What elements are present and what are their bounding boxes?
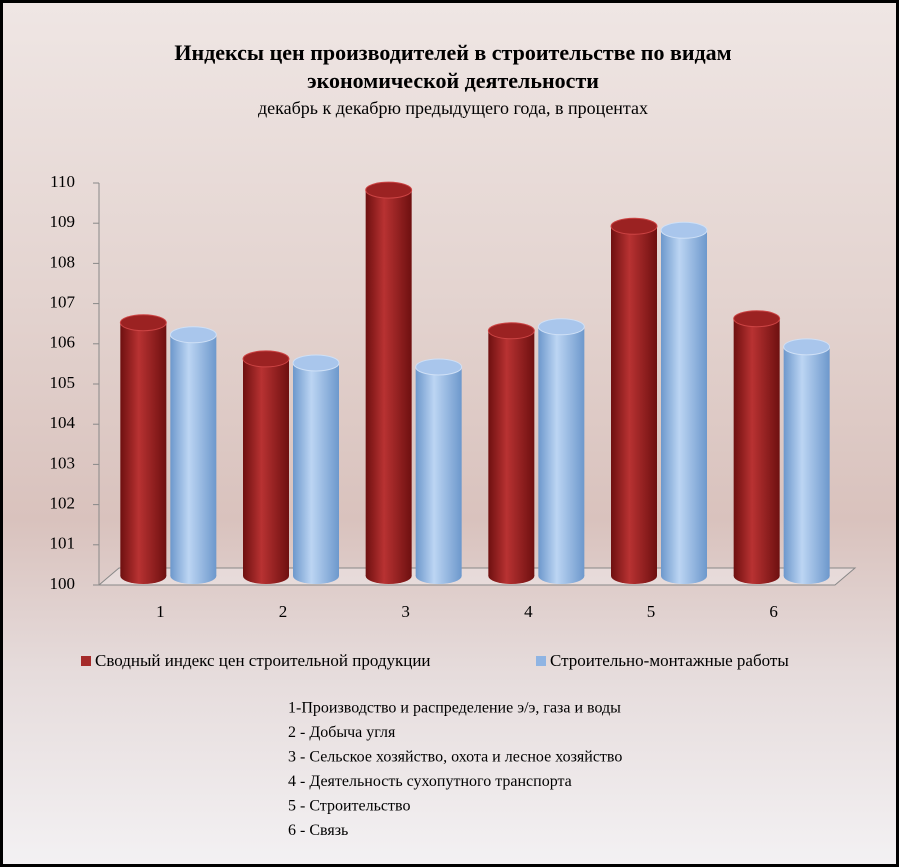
bar bbox=[734, 311, 780, 584]
bar-top bbox=[416, 359, 462, 375]
bar-top bbox=[661, 222, 707, 238]
bar-top bbox=[243, 351, 289, 367]
bar-top bbox=[293, 355, 339, 371]
bar bbox=[611, 218, 657, 584]
bar-top bbox=[120, 315, 166, 331]
x-tick-label: 1 bbox=[156, 602, 165, 621]
chart-subtitle: декабрь к декабрю предыдущего года, в пр… bbox=[103, 98, 803, 119]
note: 6 - Связь bbox=[288, 822, 348, 839]
bar-body bbox=[120, 323, 166, 576]
y-tick-label: 106 bbox=[50, 333, 76, 352]
bar-body bbox=[611, 226, 657, 576]
bar-body bbox=[293, 363, 339, 576]
bar-body bbox=[170, 335, 216, 576]
chart-title: Индексы цен производителей в строительст… bbox=[103, 39, 803, 95]
bar bbox=[366, 182, 412, 584]
bar-top bbox=[734, 311, 780, 327]
y-tick-label: 103 bbox=[50, 453, 76, 472]
bar-body bbox=[366, 190, 412, 576]
note: 3 - Сельское хозяйство, охота и лесное х… bbox=[288, 749, 622, 766]
y-tick-label: 105 bbox=[50, 373, 76, 392]
bar-top bbox=[538, 319, 584, 335]
y-tick-label: 102 bbox=[50, 494, 76, 513]
bar bbox=[293, 355, 339, 584]
bar bbox=[120, 315, 166, 584]
legend-label: Сводный индекс цен строительной продукци… bbox=[95, 651, 431, 670]
bar-body bbox=[734, 319, 780, 576]
x-tick-label: 2 bbox=[279, 602, 288, 621]
bar-body bbox=[488, 331, 534, 576]
bar-body bbox=[416, 367, 462, 576]
legend-label: Строительно-монтажные работы bbox=[550, 651, 789, 670]
bar-body bbox=[538, 327, 584, 576]
x-tick-label: 3 bbox=[401, 602, 410, 621]
bar-top bbox=[611, 218, 657, 234]
bar bbox=[538, 319, 584, 584]
bar-body bbox=[243, 359, 289, 576]
y-tick-label: 109 bbox=[50, 212, 76, 231]
y-tick-label: 100 bbox=[50, 574, 76, 593]
note: 1-Производство и распределение э/э, газа… bbox=[288, 700, 621, 717]
bar bbox=[243, 351, 289, 584]
x-tick-label: 5 bbox=[647, 602, 656, 621]
chart-frame: 100 101 102 103 104 105 106 107 108 109 110 1 2 3 4 5 6 С… bbox=[0, 0, 899, 867]
x-tick-label: 4 bbox=[524, 602, 533, 621]
y-tick-label: 101 bbox=[50, 534, 76, 553]
bar bbox=[784, 339, 830, 584]
bar-top bbox=[170, 327, 216, 343]
x-tick-label: 6 bbox=[769, 602, 778, 621]
y-tick-label: 104 bbox=[50, 413, 76, 432]
chart: 100 101 102 103 104 105 106 107 108 109 110 1 2 3 4 5 6 С… bbox=[3, 3, 896, 864]
y-tick-label: 107 bbox=[50, 293, 76, 312]
bar-top bbox=[784, 339, 830, 355]
bar bbox=[416, 359, 462, 584]
bar-body bbox=[661, 230, 707, 576]
bar bbox=[661, 222, 707, 584]
note: 5 - Строительство bbox=[288, 798, 410, 815]
y-tick-label: 108 bbox=[50, 252, 76, 271]
bar-top bbox=[366, 182, 412, 198]
note: 2 - Добыча угля bbox=[288, 724, 396, 741]
y-tick-label: 110 bbox=[50, 172, 75, 191]
legend-swatch bbox=[81, 656, 91, 666]
bar bbox=[170, 327, 216, 584]
legend-swatch bbox=[536, 656, 546, 666]
note: 4 - Деятельность сухопутного транспорта bbox=[288, 773, 572, 790]
bar bbox=[488, 323, 534, 584]
bar-top bbox=[488, 323, 534, 339]
bar-body bbox=[784, 347, 830, 576]
